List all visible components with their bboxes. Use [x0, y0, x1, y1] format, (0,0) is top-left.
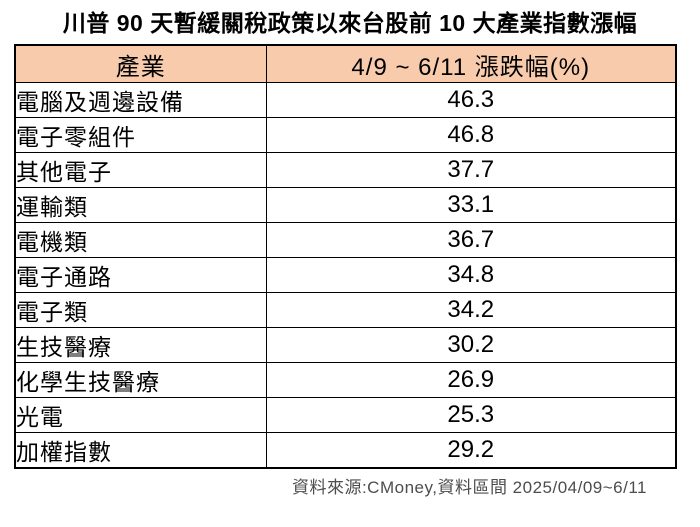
change-percent-cell: 26.9 [265, 362, 677, 399]
table-row: 電子零組件 46.8 [14, 117, 677, 154]
change-percent-cell: 34.2 [265, 292, 677, 329]
industry-name-cell: 光電 [14, 397, 267, 434]
page-title: 川普 90 天暫緩關稅政策以來台股前 10 大產業指數漲幅 [62, 10, 638, 36]
table-row: 其他電子 37.7 [14, 152, 677, 189]
data-source-note: 資料來源:CMoney,資料區間 2025/04/09~6/11 [291, 478, 647, 498]
table-row: 電子通路 34.8 [14, 257, 677, 294]
change-percent-cell: 46.3 [265, 82, 677, 119]
change-percent-cell: 30.2 [265, 327, 677, 364]
table-row: 化學生技醫療 26.9 [14, 362, 677, 399]
change-percent-cell: 37.7 [265, 152, 677, 189]
change-percent-cell: 29.2 [265, 432, 677, 469]
industry-name-cell: 化學生技醫療 [14, 362, 267, 399]
column-header-change-percent: 4/9 ~ 6/11 漲跌幅(%) [265, 44, 677, 84]
table-header-row: 產業 4/9 ~ 6/11 漲跌幅(%) [14, 44, 677, 84]
industry-name-cell: 電子類 [14, 292, 267, 329]
table-row: 生技醫療 30.2 [14, 327, 677, 364]
industry-name-cell: 生技醫療 [14, 327, 267, 364]
change-percent-cell: 34.8 [265, 257, 677, 294]
table-row: 電子類 34.2 [14, 292, 677, 329]
industry-gains-table: 產業 4/9 ~ 6/11 漲跌幅(%) 電腦及週邊設備 46.3 電子零組件 46.… [14, 43, 677, 470]
table-row: 電腦及週邊設備 46.3 [14, 82, 677, 119]
industry-name-cell: 電子零組件 [14, 117, 267, 154]
industry-name-cell: 電子通路 [14, 257, 267, 294]
industry-name-cell: 運輸類 [14, 187, 267, 224]
table-row: 電機類 36.7 [14, 222, 677, 259]
industry-name-cell: 電腦及週邊設備 [14, 82, 267, 119]
change-percent-cell: 33.1 [265, 187, 677, 224]
industry-name-cell: 其他電子 [14, 152, 267, 189]
table-row: 加權指數 29.2 [14, 432, 677, 469]
table-row: 光電 25.3 [14, 397, 677, 434]
column-header-industry: 產業 [14, 44, 267, 84]
industry-name-cell: 電機類 [14, 222, 267, 259]
table-row: 運輸類 33.1 [14, 187, 677, 224]
change-percent-cell: 25.3 [265, 397, 677, 434]
industry-name-cell: 加權指數 [14, 432, 267, 469]
change-percent-cell: 36.7 [265, 222, 677, 259]
change-percent-cell: 46.8 [265, 117, 677, 154]
